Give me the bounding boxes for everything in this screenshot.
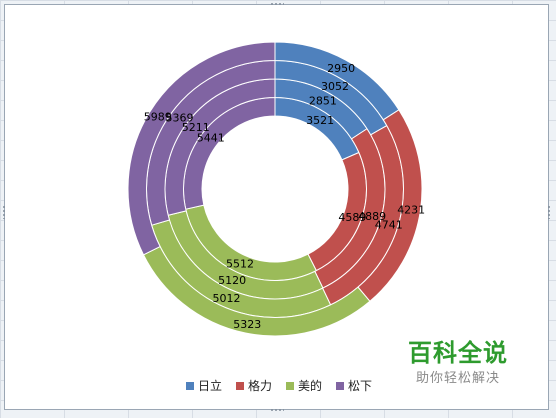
data-label-ring4-panasonic: 5989 <box>144 111 172 124</box>
data-label-ring2-hitachi: 2851 <box>309 94 337 107</box>
data-label-ring3-midea: 5012 <box>212 292 240 305</box>
legend-item-panasonic[interactable]: 松下 <box>336 377 372 394</box>
data-label-ring4-gree: 4231 <box>397 204 425 217</box>
resize-handle-bottom[interactable] <box>270 408 284 412</box>
watermark-subtitle: 助你轻松解决 <box>416 371 501 386</box>
data-label-ring3-gree: 4741 <box>375 219 403 232</box>
data-label-ring1-panasonic: 5441 <box>197 132 225 145</box>
data-label-ring1-midea: 5512 <box>226 257 254 270</box>
legend-item-hitachi[interactable]: 日立 <box>186 377 222 394</box>
watermark-title: 百科全说 <box>408 339 508 367</box>
legend-label-gree: 格力 <box>248 379 273 393</box>
data-label-ring2-gree: 4889 <box>358 210 386 223</box>
data-label-ring1-gree: 4589 <box>338 211 366 224</box>
ring4-segment-panasonic[interactable] <box>127 41 276 256</box>
data-label-ring3-hitachi: 3052 <box>321 80 349 93</box>
data-label-ring4-hitachi: 2950 <box>327 62 355 75</box>
data-label-ring3-panasonic: 5369 <box>166 112 194 125</box>
legend-swatch-midea <box>286 381 295 390</box>
chart-legend[interactable]: 日立 格力 美的 松下 <box>186 377 372 394</box>
data-label-ring2-panasonic: 5211 <box>182 121 210 134</box>
legend-label-hitachi: 日立 <box>198 379 223 393</box>
data-label-ring4-midea: 5323 <box>233 318 261 331</box>
resize-handle-right[interactable] <box>547 205 551 219</box>
data-label-ring2-midea: 5120 <box>218 274 246 287</box>
legend-label-panasonic: 松下 <box>348 379 373 393</box>
data-label-ring1-hitachi: 3521 <box>306 114 334 127</box>
legend-swatch-gree <box>236 381 245 390</box>
legend-item-gree[interactable]: 格力 <box>236 377 272 394</box>
legend-swatch-panasonic <box>336 381 345 390</box>
resize-handle-left[interactable] <box>2 205 6 219</box>
legend-item-midea[interactable]: 美的 <box>286 377 322 394</box>
watermark-logo: 百科全说 助你轻松解决 <box>408 339 518 386</box>
legend-label-midea: 美的 <box>298 379 323 393</box>
legend-swatch-hitachi <box>186 381 194 390</box>
resize-handle-top[interactable] <box>270 2 284 6</box>
